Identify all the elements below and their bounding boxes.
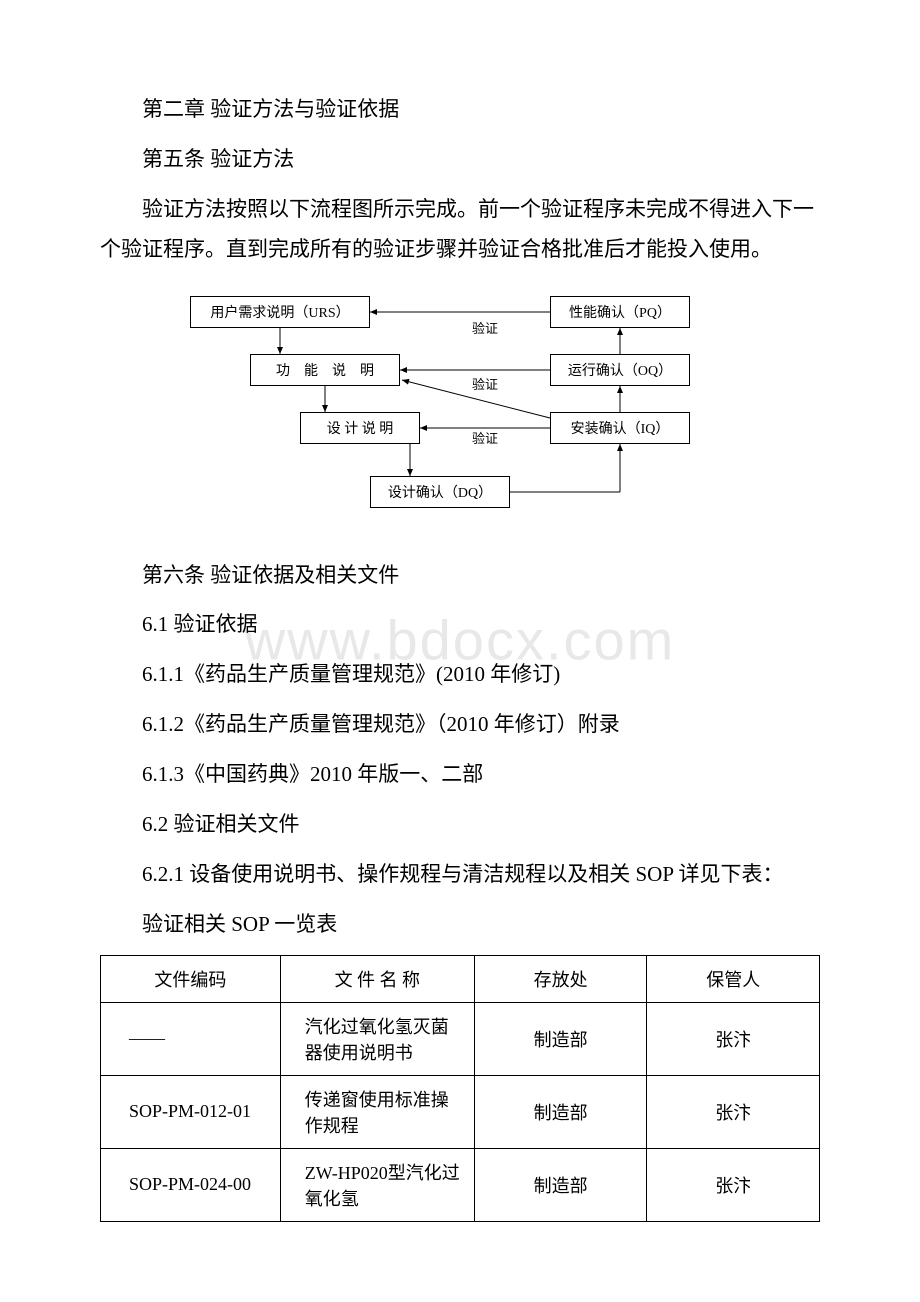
node-urs: 用户需求说明（URS）: [190, 296, 370, 328]
sop-table: 文件编码 文 件 名 称 存放处 保管人 ——汽化过氧化氢灭菌器使用说明书制造部…: [100, 955, 820, 1222]
node-dq: 设计确认（DQ）: [370, 476, 510, 508]
article-5-heading: 第五条 验证方法: [100, 140, 820, 180]
cell-name: 传递窗使用标准操作规程: [280, 1075, 474, 1148]
section-6-1-2: 6.1.2《药品生产质量管理规范》（2010 年修订）附录: [100, 705, 820, 745]
section-6-2-1: 6.2.1 设备使用说明书、操作规程与清洁规程以及相关 SOP 详见下表：: [100, 855, 820, 895]
col-name: 文 件 名 称: [280, 955, 474, 1002]
cell-keeper: 张汴: [647, 1148, 820, 1221]
cell-code: ——: [101, 1002, 281, 1075]
v-model-flowchart: 用户需求说明（URS） 功 能 说 明 设 计 说 明 设计确认（DQ） 安装确…: [180, 288, 740, 528]
col-keeper: 保管人: [647, 955, 820, 1002]
edge-label-1: 验证: [472, 318, 498, 337]
table-row: SOP-PM-024-00ZW-HP020型汽化过氧化氢制造部张汴: [101, 1148, 820, 1221]
edge-label-2: 验证: [472, 374, 498, 393]
article-6-heading: 第六条 验证依据及相关文件: [100, 556, 820, 596]
cell-location: 制造部: [474, 1075, 647, 1148]
cell-location: 制造部: [474, 1002, 647, 1075]
node-pq: 性能确认（PQ）: [550, 296, 690, 328]
sop-table-title: 验证相关 SOP 一览表: [100, 905, 820, 945]
col-code: 文件编码: [101, 955, 281, 1002]
cell-name: 汽化过氧化氢灭菌器使用说明书: [280, 1002, 474, 1075]
node-design: 设 计 说 明: [300, 412, 420, 444]
node-func: 功 能 说 明: [250, 354, 400, 386]
section-6-1-3: 6.1.3《中国药典》2010 年版一、二部: [100, 755, 820, 795]
cell-location: 制造部: [474, 1148, 647, 1221]
edge-label-3: 验证: [472, 428, 498, 447]
flowchart-container: 用户需求说明（URS） 功 能 说 明 设 计 说 明 设计确认（DQ） 安装确…: [180, 288, 740, 528]
table-row: ——汽化过氧化氢灭菌器使用说明书制造部张汴: [101, 1002, 820, 1075]
node-iq: 安装确认（IQ）: [550, 412, 690, 444]
cell-keeper: 张汴: [647, 1002, 820, 1075]
node-oq: 运行确认（OQ）: [550, 354, 690, 386]
table-header-row: 文件编码 文 件 名 称 存放处 保管人: [101, 955, 820, 1002]
cell-keeper: 张汴: [647, 1075, 820, 1148]
cell-name: ZW-HP020型汽化过氧化氢: [280, 1148, 474, 1221]
col-loc: 存放处: [474, 955, 647, 1002]
article-5-body: 验证方法按照以下流程图所示完成。前一个验证程序未完成不得进入下一个验证程序。直到…: [100, 190, 820, 270]
cell-code: SOP-PM-024-00: [101, 1148, 281, 1221]
section-6-2: 6.2 验证相关文件: [100, 805, 820, 845]
section-6-1-1: 6.1.1《药品生产质量管理规范》(2010 年修订): [100, 655, 820, 695]
cell-code: SOP-PM-012-01: [101, 1075, 281, 1148]
section-6-1: 6.1 验证依据: [100, 605, 820, 645]
table-row: SOP-PM-012-01传递窗使用标准操作规程制造部张汴: [101, 1075, 820, 1148]
chapter-2-heading: 第二章 验证方法与验证依据: [100, 90, 820, 130]
